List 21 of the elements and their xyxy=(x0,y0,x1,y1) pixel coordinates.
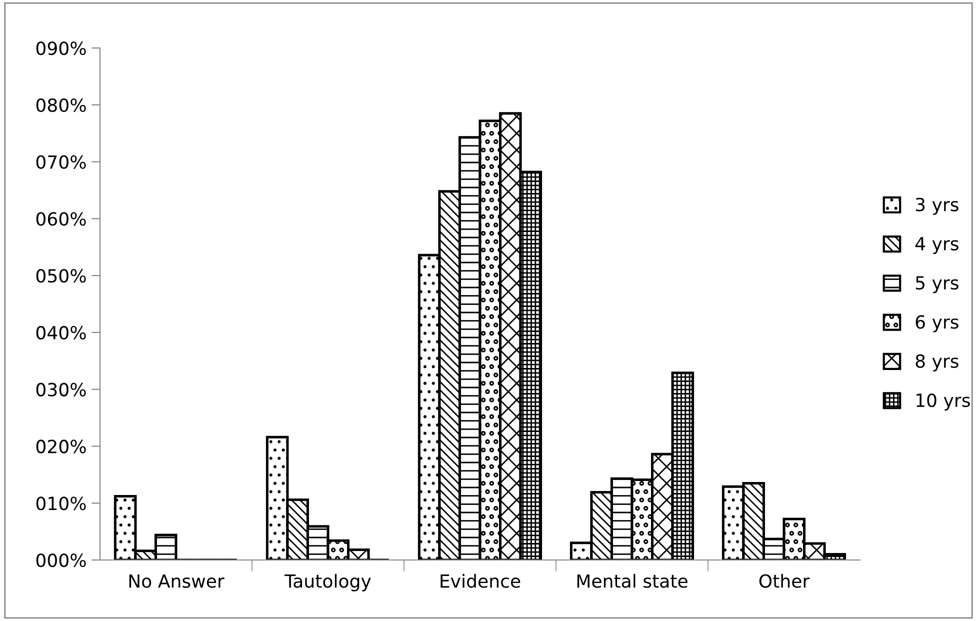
y-tick-label: 020% xyxy=(36,440,86,454)
legend-label: 4 yrs xyxy=(915,237,958,254)
y-tick-label: 060% xyxy=(36,212,86,226)
legend-label: 8 yrs xyxy=(916,354,958,372)
y-tick-label: 070% xyxy=(36,155,86,169)
y-tick-label: 000% xyxy=(36,553,86,568)
legend-label: 5 yrs xyxy=(916,276,958,294)
x-tick-label: No Answer xyxy=(129,574,224,588)
x-tick-label: Tautology xyxy=(284,574,371,592)
legend-label: 10 yrs xyxy=(916,393,970,411)
y-tick-label: 010% xyxy=(36,496,86,510)
y-tick-label: 040% xyxy=(36,326,86,340)
y-tick-label: 030% xyxy=(36,382,86,396)
y-tick-label: 090% xyxy=(36,41,86,56)
legend-label: 3 yrs xyxy=(916,198,958,215)
x-tick-label: Mental state xyxy=(577,574,688,588)
y-tick-label: 050% xyxy=(36,269,86,283)
legend-label: 6 yrs xyxy=(916,315,958,332)
x-tick-label: Other xyxy=(759,574,810,588)
x-tick-label: Evidence xyxy=(440,574,520,588)
y-tick-label: 080% xyxy=(36,98,86,112)
